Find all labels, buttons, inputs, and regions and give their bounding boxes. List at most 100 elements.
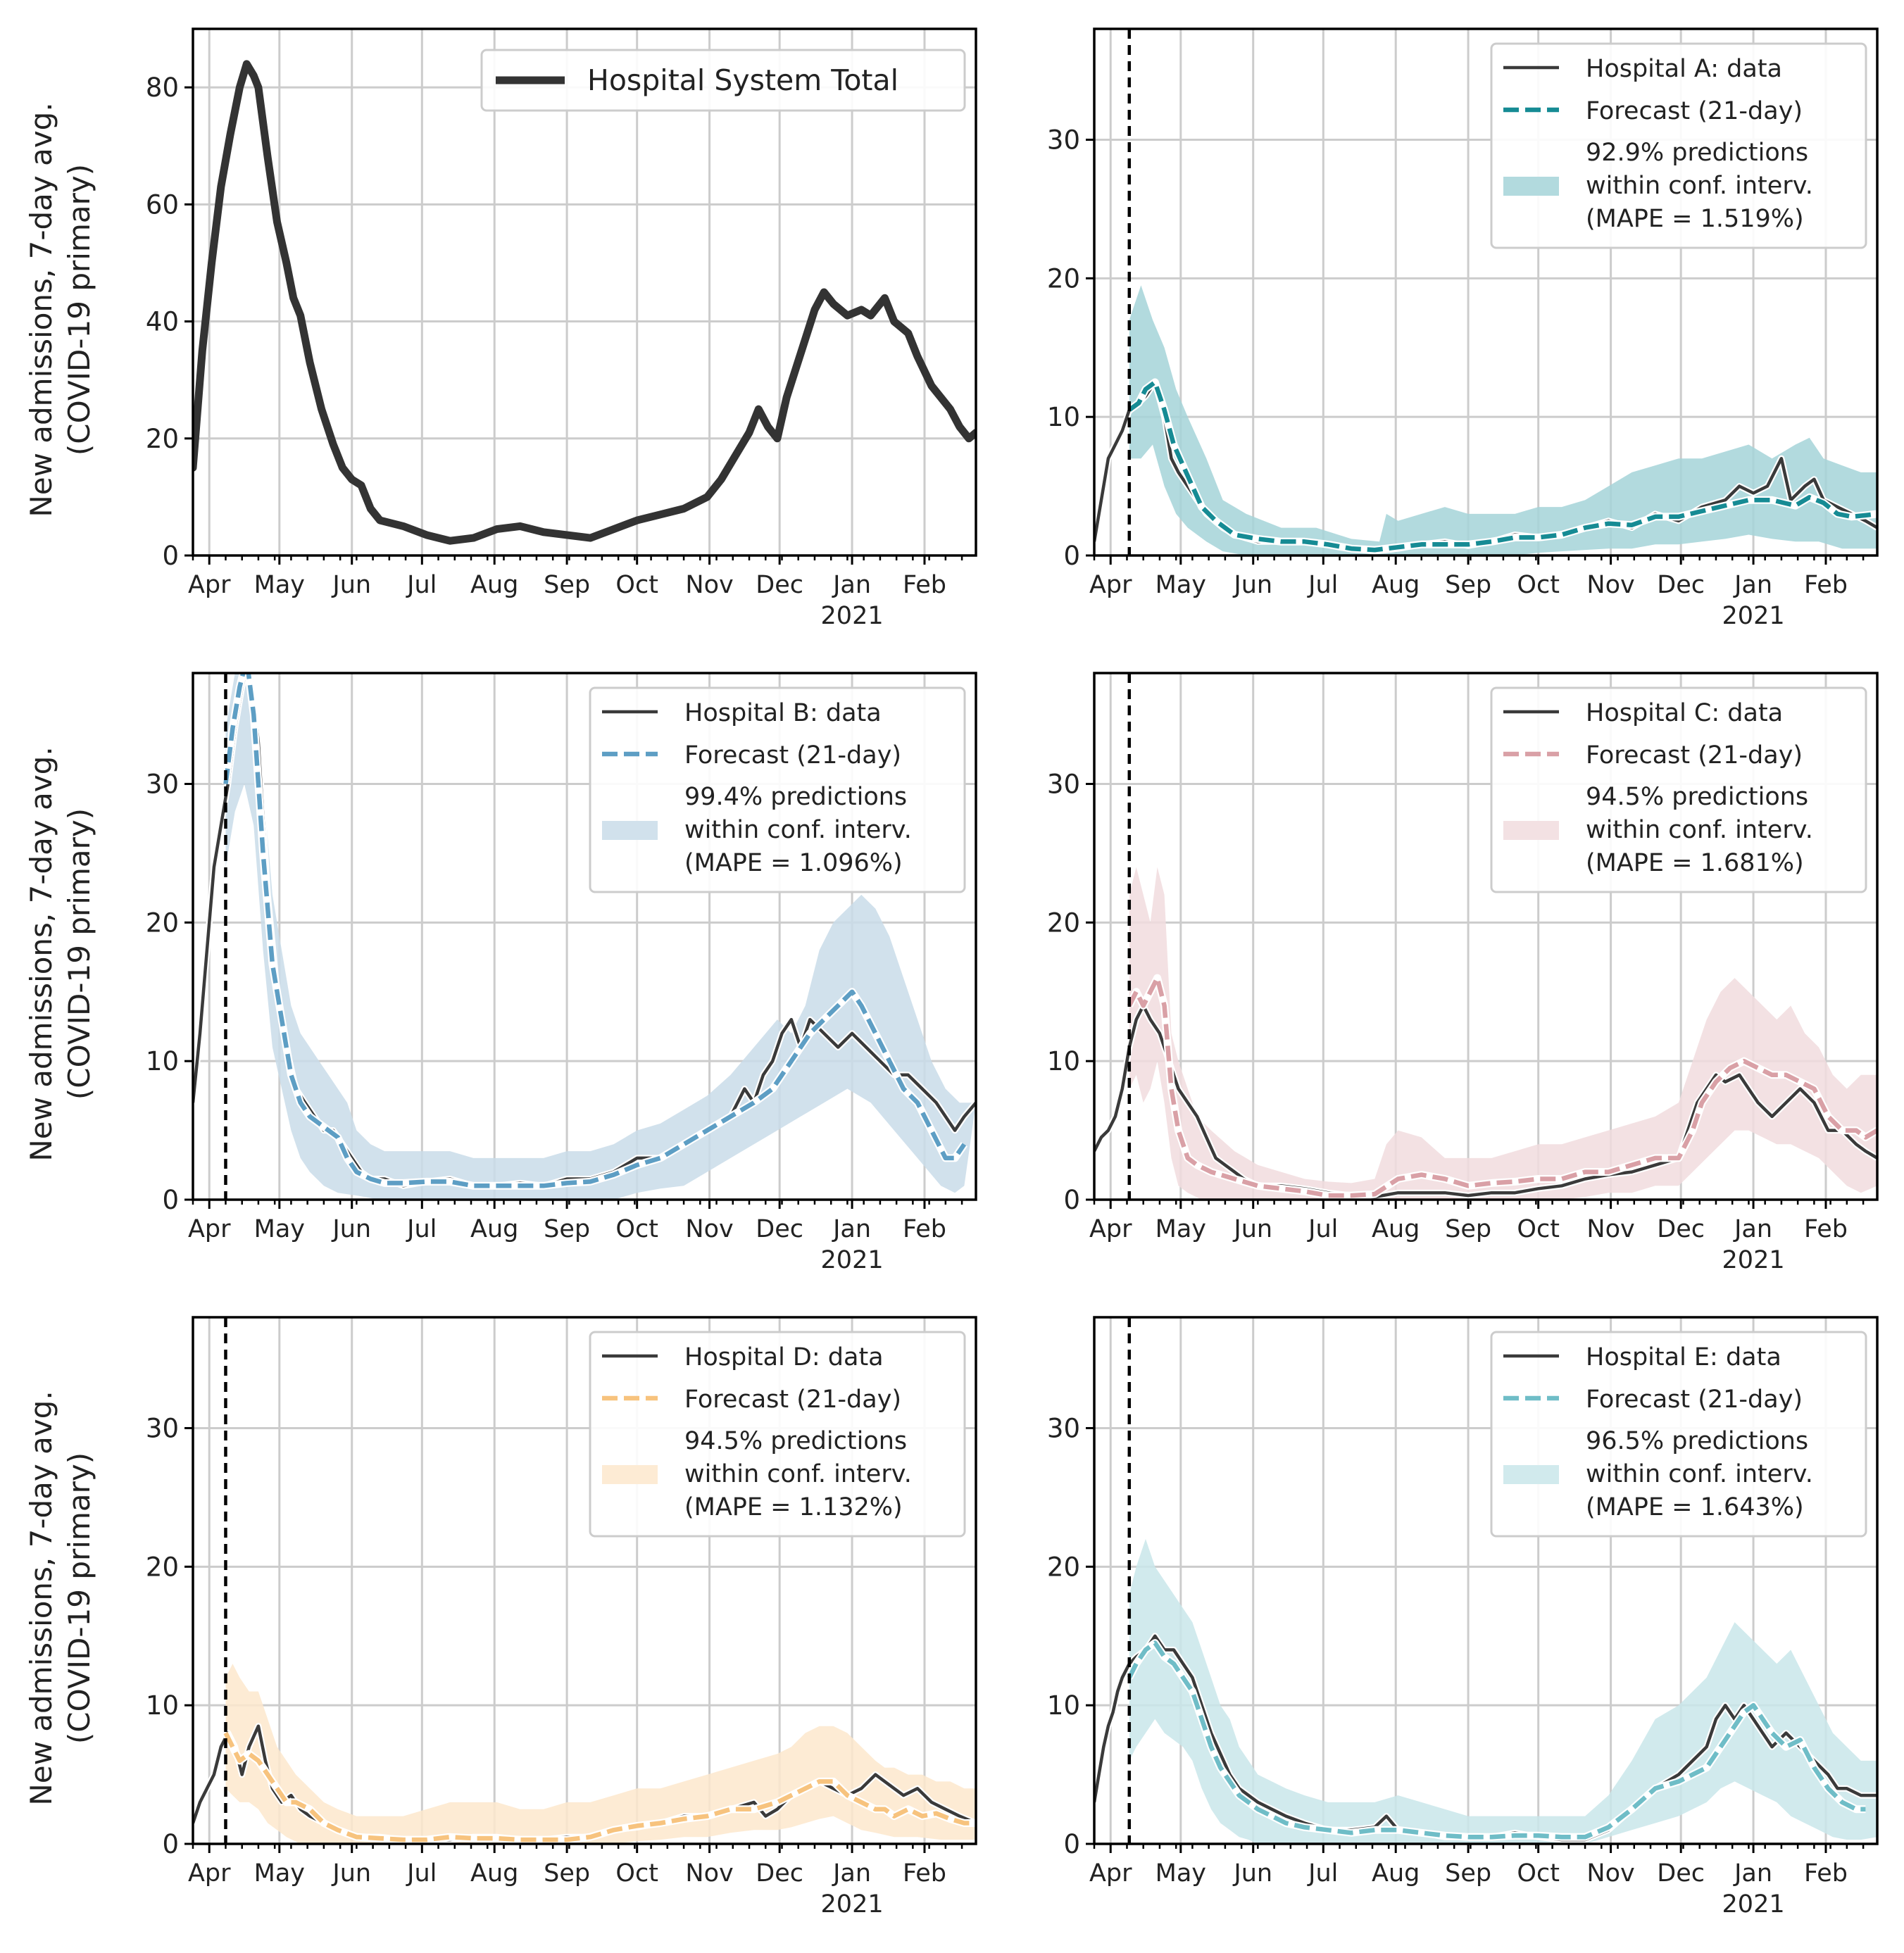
legend: Hospital System Total bbox=[480, 49, 966, 112]
ylabel-row-3: New admissions, 7-day avg. (COVID-19 pri… bbox=[24, 1390, 96, 1805]
y-tick-label: 30 bbox=[1047, 1413, 1080, 1443]
x-tick-label: Jun bbox=[331, 1859, 371, 1888]
legend-label-band: 94.5% predictions bbox=[1586, 783, 1808, 811]
x-tick-label: Dec bbox=[756, 1859, 803, 1888]
x-tick-label: Feb bbox=[1804, 1215, 1848, 1243]
x-tick-label: Nov bbox=[1586, 571, 1634, 599]
axes-frame bbox=[1093, 1316, 1879, 1845]
forecast-line bbox=[1127, 975, 1877, 1198]
x-tick-label: Sep bbox=[1445, 571, 1491, 599]
x-tick-label: May bbox=[1155, 1215, 1206, 1243]
legend-label-forecast: Forecast (21-day) bbox=[1586, 97, 1803, 125]
x-tick-label: Dec bbox=[1657, 1215, 1705, 1243]
x-year-label: 2021 bbox=[1722, 602, 1785, 630]
x-tick-label: Jul bbox=[406, 1859, 437, 1888]
legend-label-band: within conf. interv. bbox=[684, 1460, 912, 1488]
x-tick-label: Apr bbox=[1089, 1859, 1132, 1888]
axes-frame bbox=[1093, 27, 1879, 557]
legend-label-forecast: Forecast (21-day) bbox=[1586, 741, 1803, 770]
x-tick-label: Jun bbox=[1232, 1859, 1272, 1888]
x-tick-label: Jul bbox=[1307, 1215, 1338, 1243]
x-tick-label: Dec bbox=[756, 571, 803, 599]
x-tick-label: Feb bbox=[1804, 1859, 1848, 1888]
x-tick-label: Nov bbox=[685, 571, 733, 599]
x-tick-label: Jan bbox=[1733, 1215, 1772, 1243]
x-tick-label: May bbox=[254, 1215, 305, 1243]
plot-area bbox=[1094, 1538, 1877, 1844]
y-axis: 0 10 20 30 bbox=[1047, 125, 1094, 571]
legend-label-band: (MAPE = 1.643%) bbox=[1586, 1493, 1804, 1521]
axes-frame bbox=[192, 1316, 977, 1845]
legend-swatch-band bbox=[1503, 177, 1559, 196]
legend-label-band: (MAPE = 1.519%) bbox=[1586, 205, 1804, 233]
legend: Hospital C: data Forecast (21-day) 94.5% p… bbox=[1490, 686, 1867, 893]
legend-label-band: 92.9% predictions bbox=[1586, 139, 1808, 167]
legend-label-band: (MAPE = 1.132%) bbox=[684, 1493, 903, 1521]
y-tick-label: 30 bbox=[1047, 125, 1080, 155]
y-tick-label: 30 bbox=[146, 1413, 179, 1443]
legend-label-band: (MAPE = 1.096%) bbox=[684, 849, 903, 877]
ylabel-line1: New admissions, 7-day avg. bbox=[24, 746, 58, 1161]
x-tick-label: Oct bbox=[615, 1215, 658, 1243]
series-line-total bbox=[193, 60, 976, 545]
x-tick-label: Jan bbox=[832, 1215, 871, 1243]
x-tick-label: Oct bbox=[1517, 1859, 1560, 1888]
y-tick-label: 0 bbox=[162, 1185, 179, 1215]
x-tick-label: Feb bbox=[903, 1215, 946, 1243]
x-tick-label: Sep bbox=[544, 1215, 590, 1243]
x-tick-label: Jan bbox=[1733, 571, 1772, 599]
legend: Hospital B: data Forecast (21-day) 99.4% p… bbox=[589, 686, 966, 893]
legend-label-band: within conf. interv. bbox=[684, 816, 912, 844]
x-tick-label: Jan bbox=[1733, 1859, 1772, 1888]
y-tick-label: 20 bbox=[1047, 263, 1080, 294]
y-tick-label: 20 bbox=[146, 908, 179, 938]
plot-area bbox=[193, 60, 976, 545]
ylabel-row-2: New admissions, 7-day avg. (COVID-19 pri… bbox=[24, 746, 96, 1161]
x-tick-label: Oct bbox=[1517, 571, 1560, 599]
y-tick-label: 20 bbox=[1047, 908, 1080, 938]
x-tick-label: Sep bbox=[1445, 1215, 1491, 1243]
axes-frame bbox=[1093, 672, 1879, 1201]
ylabel-line2: (COVID-19 primary) bbox=[62, 808, 96, 1100]
axes-frame bbox=[192, 672, 977, 1201]
plot-area bbox=[1094, 867, 1877, 1200]
x-tick-label: Aug bbox=[1372, 1215, 1420, 1243]
x-tick-label: Feb bbox=[903, 571, 946, 599]
x-tick-label: Apr bbox=[188, 571, 231, 599]
y-tick-label: 0 bbox=[1063, 1829, 1080, 1859]
panel-hospital-a: 0 10 20 30 Apr May Jun Jul Aug Sep Oct Nov Dec Jan 202… bbox=[1047, 27, 1879, 630]
x-tick-label: Aug bbox=[1372, 571, 1420, 599]
x-tick-label: May bbox=[1155, 1859, 1206, 1888]
x-tick-label: Jul bbox=[406, 1215, 437, 1243]
x-tick-label: Aug bbox=[470, 571, 518, 599]
legend-label-forecast: Forecast (21-day) bbox=[684, 1386, 901, 1414]
y-axis: 0 20 40 60 80 bbox=[146, 73, 193, 571]
x-tick-label: Sep bbox=[1445, 1859, 1491, 1888]
confidence-band bbox=[1129, 1538, 1877, 1844]
y-tick-label: 30 bbox=[1047, 769, 1080, 799]
x-tick-label: May bbox=[254, 1859, 305, 1888]
x-tick-label: Nov bbox=[685, 1859, 733, 1888]
forecast-line bbox=[1127, 1640, 1866, 1840]
y-tick-label: 10 bbox=[146, 1690, 179, 1721]
legend: Hospital A: data Forecast (21-day) 92.9% p… bbox=[1490, 42, 1867, 249]
x-year-label: 2021 bbox=[1722, 1890, 1785, 1919]
legend-label-band: 99.4% predictions bbox=[684, 783, 907, 811]
panel-hospital-b: 0 10 20 30 Apr May Jun Jul Aug Sep Oct Nov Dec Jan 202… bbox=[146, 672, 977, 1274]
panel-total: 0 20 40 60 80 Apr May Jun Jul Aug Sep Oct Nov Dec Jan 2… bbox=[146, 27, 977, 630]
x-tick-label: Apr bbox=[1089, 1215, 1132, 1243]
axes-frame bbox=[192, 27, 977, 557]
y-tick-label: 10 bbox=[146, 1046, 179, 1076]
y-tick-label: 40 bbox=[146, 307, 179, 337]
y-tick-label: 20 bbox=[146, 424, 179, 454]
legend-box bbox=[1490, 42, 1867, 249]
x-tick-label: May bbox=[1155, 571, 1206, 599]
ylabel-line1: New admissions, 7-day avg. bbox=[24, 102, 58, 517]
x-tick-label: Apr bbox=[188, 1859, 231, 1888]
